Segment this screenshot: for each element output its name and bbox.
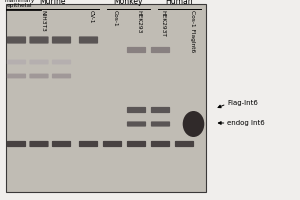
FancyBboxPatch shape xyxy=(127,141,146,147)
Text: Mouse
mammary
epithelal: Mouse mammary epithelal xyxy=(4,0,35,8)
FancyBboxPatch shape xyxy=(151,47,170,53)
FancyBboxPatch shape xyxy=(127,107,146,113)
Text: endog Int6: endog Int6 xyxy=(227,120,265,126)
FancyBboxPatch shape xyxy=(7,36,26,44)
FancyBboxPatch shape xyxy=(151,121,170,127)
Text: CV-1: CV-1 xyxy=(88,10,94,23)
FancyBboxPatch shape xyxy=(52,141,71,147)
Text: Human: Human xyxy=(165,0,193,6)
Ellipse shape xyxy=(183,111,204,137)
Text: HEK293: HEK293 xyxy=(136,10,142,33)
FancyBboxPatch shape xyxy=(7,60,26,64)
FancyBboxPatch shape xyxy=(151,141,170,147)
FancyBboxPatch shape xyxy=(29,141,49,147)
FancyBboxPatch shape xyxy=(7,74,26,78)
FancyBboxPatch shape xyxy=(79,141,98,147)
Text: Monkey: Monkey xyxy=(113,0,143,6)
FancyBboxPatch shape xyxy=(29,36,49,44)
Text: HEK293T: HEK293T xyxy=(160,10,166,37)
FancyBboxPatch shape xyxy=(151,107,170,113)
Text: Flag-Int6: Flag-Int6 xyxy=(227,100,258,106)
FancyBboxPatch shape xyxy=(52,36,71,44)
FancyBboxPatch shape xyxy=(7,141,26,147)
FancyBboxPatch shape xyxy=(29,60,49,64)
FancyBboxPatch shape xyxy=(52,60,71,64)
FancyBboxPatch shape xyxy=(79,36,98,44)
Text: Cos-1 FlagInt6: Cos-1 FlagInt6 xyxy=(190,10,196,52)
FancyBboxPatch shape xyxy=(127,47,146,53)
Text: Cos-1: Cos-1 xyxy=(112,10,118,27)
FancyBboxPatch shape xyxy=(127,121,146,127)
FancyBboxPatch shape xyxy=(52,74,71,78)
FancyBboxPatch shape xyxy=(29,74,49,78)
FancyBboxPatch shape xyxy=(103,141,122,147)
Bar xyxy=(6,4,206,192)
Text: Murine: Murine xyxy=(39,0,66,6)
Text: NIH3T3: NIH3T3 xyxy=(40,10,46,32)
FancyBboxPatch shape xyxy=(175,141,194,147)
